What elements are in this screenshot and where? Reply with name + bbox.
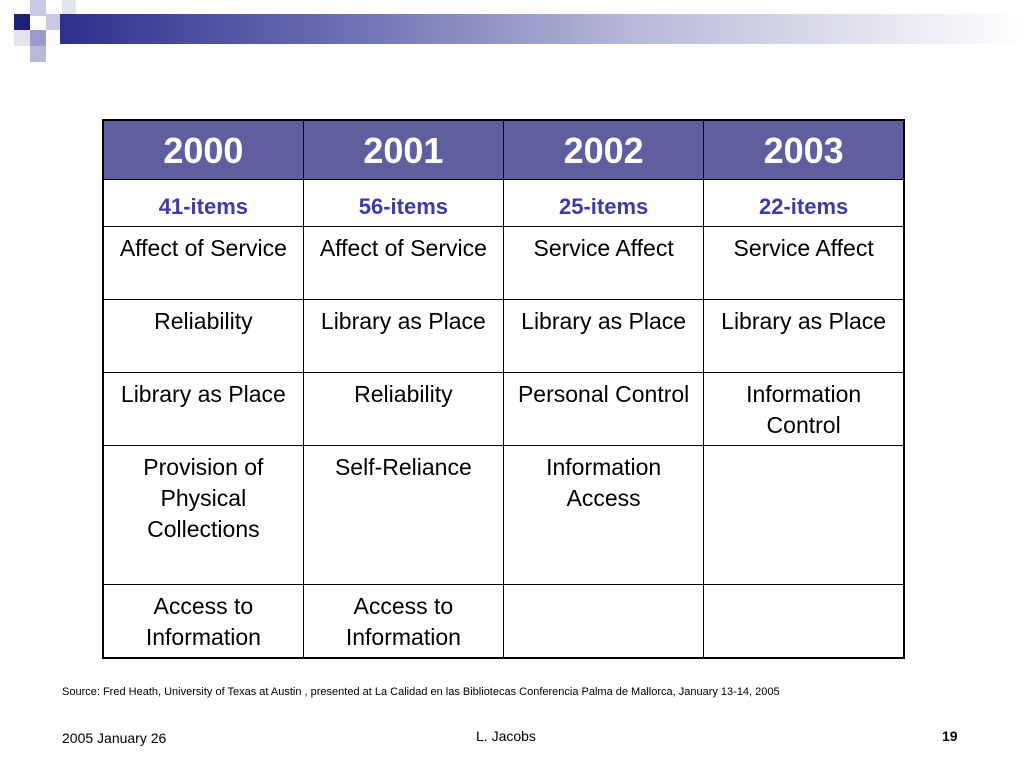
year-header: 2000 bbox=[102, 119, 304, 180]
table-cell: Access to Information bbox=[102, 584, 304, 659]
decor-square bbox=[14, 14, 30, 30]
decor-square bbox=[46, 14, 62, 30]
year-header: 2001 bbox=[302, 119, 505, 180]
table-cell: Service Affect bbox=[502, 226, 705, 300]
table-cell bbox=[703, 584, 905, 659]
table-row: Access to Information Access to Informat… bbox=[102, 584, 905, 659]
item-count-cell: 41-items bbox=[102, 179, 304, 227]
table-cell: Reliability bbox=[102, 299, 304, 373]
decor-square bbox=[14, 30, 30, 46]
table-cell: Provision of Physical Collections bbox=[102, 445, 304, 585]
source-note: Source: Fred Heath, University of Texas … bbox=[62, 686, 780, 698]
table-cell: Access to Information bbox=[302, 584, 505, 659]
table-cell: Personal Control bbox=[502, 372, 705, 446]
item-count-cell: 22-items bbox=[703, 179, 905, 227]
table-cell: Reliability bbox=[302, 372, 505, 446]
decor-square bbox=[30, 0, 46, 16]
footer-date: 2005 January 26 bbox=[62, 730, 167, 746]
table-cell: Information Control bbox=[703, 372, 905, 446]
decor-square bbox=[62, 0, 76, 14]
table-cell: Library as Place bbox=[703, 299, 905, 373]
footer-author: L. Jacobs bbox=[476, 728, 536, 744]
year-header: 2003 bbox=[703, 119, 905, 180]
page-number: 19 bbox=[942, 728, 958, 744]
table-cell: Service Affect bbox=[703, 226, 905, 300]
decor-gradient-bar bbox=[60, 14, 1024, 44]
table-cell bbox=[703, 445, 905, 585]
table-cell: Information Access bbox=[502, 445, 705, 585]
item-count-cell: 56-items bbox=[302, 179, 505, 227]
table-cell: Library as Place bbox=[502, 299, 705, 373]
table-cell: Library as Place bbox=[302, 299, 505, 373]
table-cell: Affect of Service bbox=[102, 226, 304, 300]
comparison-table: 2000 2001 2002 2003 41-items 56-items 25… bbox=[102, 119, 905, 659]
table-row: Affect of Service Affect of Service Serv… bbox=[102, 226, 905, 300]
year-header: 2002 bbox=[502, 119, 705, 180]
table-row: Provision of Physical Collections Self-R… bbox=[102, 445, 905, 585]
table-cell: Library as Place bbox=[102, 372, 304, 446]
table-cell: Affect of Service bbox=[302, 226, 505, 300]
table-row: Library as Place Reliability Personal Co… bbox=[102, 372, 905, 446]
item-count-row: 41-items 56-items 25-items 22-items bbox=[102, 179, 905, 227]
item-count-cell: 25-items bbox=[502, 179, 705, 227]
table-row: Reliability Library as Place Library as … bbox=[102, 299, 905, 373]
table-cell bbox=[502, 584, 705, 659]
table-cell: Self-Reliance bbox=[302, 445, 505, 585]
decor-square bbox=[30, 46, 46, 62]
decor-square bbox=[30, 30, 46, 46]
header-row: 2000 2001 2002 2003 bbox=[102, 119, 905, 180]
